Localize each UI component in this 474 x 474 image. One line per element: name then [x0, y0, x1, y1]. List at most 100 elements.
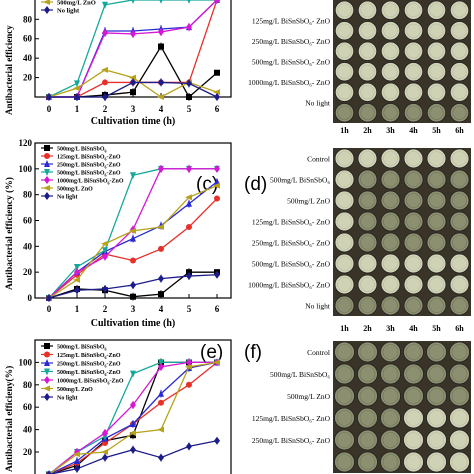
petri-dish [380, 385, 401, 407]
x-tick-label: 5 [187, 304, 192, 314]
legend-label: 250mg/L BiSnSbO6-ZnO [57, 163, 121, 170]
data-point [101, 449, 108, 455]
petri-dish-rim [452, 105, 467, 120]
petri-dish [380, 253, 401, 274]
legend-label: 500mg/L BiSnSbO6-ZnO [57, 171, 121, 178]
petri-dish-rim [383, 193, 398, 208]
plate-col-label: 3h [386, 324, 395, 333]
data-point [74, 80, 80, 88]
plate-col-label: 2h [363, 324, 372, 333]
petri-dish-rim [359, 410, 376, 426]
plate-col-label: 4h [409, 324, 418, 333]
panel-e: Antibacterial efficieny(%) (e) 500mg/L B… [4, 339, 232, 474]
ylabel-c: Antibacterial efficiency (%) [4, 177, 15, 290]
petri-dish [403, 148, 424, 169]
petri-dish [403, 232, 424, 253]
petri-dish [357, 407, 378, 429]
data-point [157, 94, 164, 100]
petri-dish-rim [360, 256, 375, 271]
panel-letter-f: (f) [244, 342, 262, 363]
petri-dish-rim [406, 256, 421, 271]
legend-label: 500mg/L BiSnSbO6 [57, 345, 107, 352]
x-tick-label: 3 [131, 104, 136, 114]
x-tick-label: 4 [159, 104, 164, 114]
petri-dish [380, 148, 401, 169]
petri-dish-rim [383, 172, 398, 187]
petri-dish-rim [452, 85, 467, 100]
petri-dish-rim [429, 105, 444, 120]
data-point [129, 227, 136, 234]
petri-dish [334, 232, 355, 253]
petri-dish [426, 169, 447, 190]
petri-dish [357, 274, 378, 295]
data-point [158, 399, 164, 406]
x-tick-label: 4 [159, 304, 164, 314]
data-point [158, 453, 164, 462]
petri-dish [380, 407, 401, 429]
plate-row-label: No light [305, 98, 331, 107]
petri-dish [357, 190, 378, 211]
petri-dish-rim [337, 235, 352, 250]
data-point [186, 223, 192, 230]
data-point [46, 294, 52, 302]
legend-marker [44, 169, 50, 176]
petri-dish-rim [429, 193, 444, 208]
petri-dish-rim [383, 256, 398, 271]
petri-dish-rim [337, 172, 352, 187]
petri-dish-rim [405, 454, 422, 470]
legend-marker [43, 385, 50, 392]
plate-col-label: 5h [432, 324, 441, 333]
petri-dish [380, 169, 401, 190]
petri-dish [426, 274, 447, 295]
petri-dish [426, 385, 447, 407]
plate-row-label: 500mg/L BiSnSbO₆ [270, 370, 330, 379]
data-point [102, 252, 108, 261]
data-point [130, 172, 136, 180]
y-tick-label: 40 [23, 53, 33, 63]
data-point [102, 284, 108, 293]
legend-label: No light [57, 8, 80, 15]
petri-dish [449, 169, 470, 190]
plate-row-label: 125mg/L BiSnSbO₆- ZnO [252, 414, 331, 423]
data-point [158, 78, 164, 87]
petri-dish [380, 429, 401, 451]
petri-dish-rim [359, 344, 376, 360]
petri-dish [426, 295, 447, 316]
petri-dish-rim [429, 3, 444, 18]
petri-dish [357, 169, 378, 190]
data-point [158, 164, 164, 173]
xlabel-c: Cultivation time (h) [91, 318, 175, 329]
petri-dish-rim [337, 298, 352, 313]
plate-row-label: 1000mg/L BiSnSbO₆- ZnO [248, 281, 331, 290]
data-point [158, 27, 164, 36]
petri-dish-rim [337, 64, 352, 79]
data-point [130, 281, 136, 290]
petri-dish-rim [382, 388, 399, 404]
petri-dish-rim [360, 44, 375, 59]
legend-marker [44, 6, 50, 14]
x-tick-label: 6 [215, 104, 220, 114]
data-point [186, 358, 192, 367]
petri-dish [449, 148, 470, 169]
data-point [187, 0, 191, 4]
petri-dish-rim [360, 235, 375, 250]
petri-dish-rim [336, 366, 353, 382]
petri-dish-rim [406, 298, 421, 313]
legend-label: 250mg/L BiSnSbO6-ZnO [57, 362, 121, 369]
petri-dish [426, 451, 447, 473]
petri-dish-rim [337, 23, 352, 38]
x-tick-label: 0 [47, 104, 52, 114]
data-point [186, 442, 192, 451]
legend-marker [44, 343, 50, 349]
plate-row-label: 125mg/L BiSnSbO₆- ZnO [252, 16, 331, 25]
data-point [130, 432, 136, 439]
petri-dish [380, 232, 401, 253]
petri-dish [334, 253, 355, 274]
y-tick-label: 20 [23, 73, 33, 83]
x-tick-label: 2 [103, 104, 108, 114]
petri-dish-rim [382, 410, 399, 426]
plate-col-label: 5h [432, 126, 441, 135]
data-point [130, 420, 136, 427]
data-point [74, 93, 80, 101]
petri-dish-rim [406, 172, 421, 187]
